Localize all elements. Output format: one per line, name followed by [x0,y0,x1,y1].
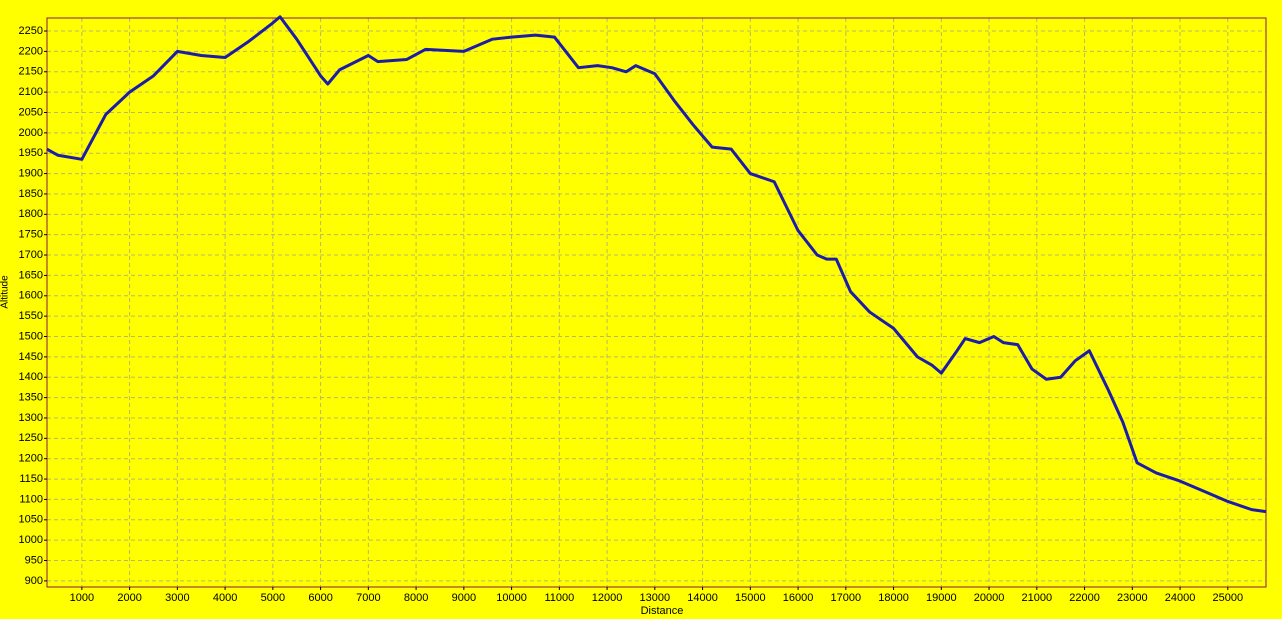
x-tick-label: 5000 [261,592,285,604]
y-tick-label: 1950 [19,147,43,159]
x-tick-label: 16000 [783,592,814,604]
y-tick-label: 1550 [19,310,43,322]
y-tick-label: 1000 [19,534,43,546]
x-tick-label: 10000 [496,592,527,604]
y-tick-label: 2000 [19,127,43,139]
x-tick-label: 4000 [213,592,237,604]
y-tick-label: 1050 [19,514,43,526]
x-tick-label: 8000 [404,592,428,604]
y-tick-label: 2200 [19,45,43,57]
y-tick-label: 2050 [19,106,43,118]
x-tick-label: 24000 [1165,592,1196,604]
y-tick-label: 1900 [19,167,43,179]
y-tick-label: 1500 [19,330,43,342]
y-tick-label: 1300 [19,412,43,424]
y-tick-label: 1650 [19,269,43,281]
y-tick-label: 1450 [19,351,43,363]
y-tick-label: 1100 [19,493,43,505]
y-tick-label: 1350 [19,392,43,404]
y-tick-label: 1400 [19,371,43,383]
x-tick-label: 21000 [1022,592,1053,604]
altitude-line [46,15,1267,514]
x-tick-label: 15000 [735,592,766,604]
y-axis-label: Altitude [0,275,11,309]
x-tick-label: 17000 [831,592,862,604]
x-tick-label: 11000 [544,592,574,604]
y-tick-label: 2150 [19,66,43,78]
grid [47,18,1266,587]
x-tick-label: 20000 [974,592,1005,604]
y-tick-label: 1200 [19,453,43,465]
x-tick-label: 12000 [592,592,623,604]
y-tick-label: 1150 [19,473,43,485]
y-tick-label: 2250 [19,25,43,37]
y-tick-label: 2100 [19,86,43,98]
x-tick-label: 25000 [1213,592,1244,604]
y-tick-label: 900 [25,575,43,587]
x-tick-label: 6000 [308,592,332,604]
x-axis-label: Distance [641,605,684,617]
x-tick-label: 19000 [926,592,957,604]
y-tick-label: 1250 [19,432,43,444]
y-tick-label: 1750 [19,229,43,241]
plot-border [46,17,1267,588]
x-tick-label: 23000 [1117,592,1148,604]
x-tick-label: 2000 [117,592,141,604]
y-tick-label: 1700 [19,249,43,261]
x-tick-label: 14000 [687,592,718,604]
x-tick-label: 18000 [878,592,909,604]
y-tick-label: 950 [25,554,43,566]
x-tick-label: 22000 [1069,592,1100,604]
x-tick-label: 9000 [452,592,476,604]
x-tick-label: 7000 [356,592,380,604]
x-tick-label: 1000 [70,592,94,604]
x-tick-label: 3000 [165,592,189,604]
y-tick-label: 1600 [19,290,43,302]
x-tick-label: 13000 [640,592,671,604]
y-tick-label: 1850 [19,188,43,200]
y-tick-label: 1800 [19,208,43,220]
